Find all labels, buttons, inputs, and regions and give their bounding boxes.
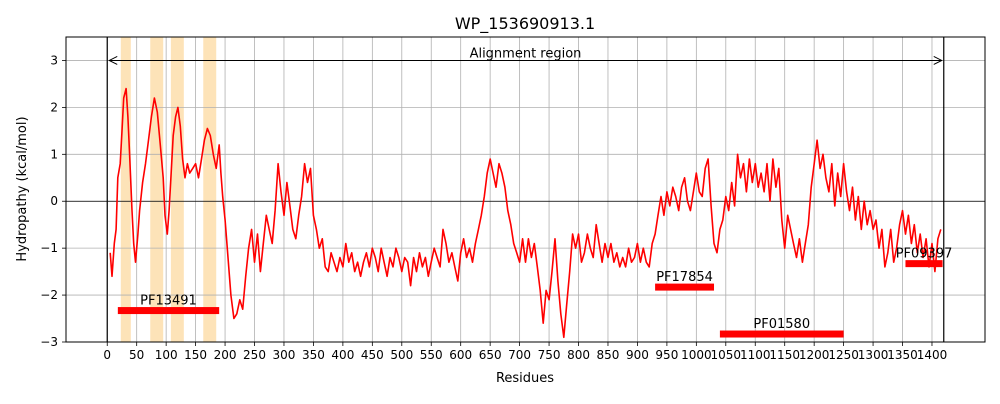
highlight-region bbox=[170, 37, 184, 342]
x-tick-label: 150 bbox=[184, 348, 207, 362]
x-tick-label: 750 bbox=[538, 348, 561, 362]
x-tick-label: 1250 bbox=[828, 348, 859, 362]
axes: 0 50 100 150 200 250 300 350 400 450 500 550 600 650 7… bbox=[40, 36, 986, 362]
x-tick-label: 350 bbox=[302, 348, 325, 362]
domain-bar bbox=[905, 260, 943, 268]
domain-bar bbox=[719, 330, 844, 338]
x-axis-label: Residues bbox=[496, 371, 554, 386]
x-tick-label: 0 bbox=[103, 348, 111, 362]
x-tick-label: 1100 bbox=[740, 348, 771, 362]
y-tick-label: 1 bbox=[50, 147, 58, 161]
x-tick-label: 700 bbox=[508, 348, 531, 362]
domain-label: PF09397 bbox=[896, 247, 953, 262]
x-tick-label: 450 bbox=[361, 348, 384, 362]
x-tick-label: 300 bbox=[273, 348, 296, 362]
series-layer bbox=[109, 87, 942, 339]
domain-bar bbox=[655, 283, 715, 291]
domain-label: PF17854 bbox=[656, 270, 713, 285]
alignment-arrowhead-left bbox=[108, 56, 118, 65]
x-tick-label: 50 bbox=[129, 348, 144, 362]
domain-bar bbox=[117, 307, 220, 315]
plot-frame bbox=[65, 36, 986, 343]
x-tick-label: 400 bbox=[331, 348, 354, 362]
x-tick-label: 600 bbox=[449, 348, 472, 362]
x-tick-label: 100 bbox=[155, 348, 178, 362]
highlight-region bbox=[203, 37, 217, 342]
hydropathy-line bbox=[109, 87, 942, 339]
highlight-region bbox=[120, 37, 131, 342]
x-tick-label: 950 bbox=[655, 348, 678, 362]
alignment-bounds: Alignment region bbox=[106, 37, 945, 342]
y-axis-label: Hydropathy (kcal/mol) bbox=[15, 116, 30, 261]
domain-bars: PF13491 PF17854 PF01580 PF09397 bbox=[117, 247, 953, 338]
x-tick-label: 1400 bbox=[917, 348, 948, 362]
x-tick-label: 650 bbox=[479, 348, 502, 362]
alignment-arrowhead-right bbox=[933, 56, 943, 65]
highlight-region bbox=[150, 37, 164, 342]
y-tick-label: 2 bbox=[50, 100, 58, 114]
x-tick-label: 850 bbox=[597, 348, 620, 362]
x-tick-label: 1000 bbox=[681, 348, 712, 362]
y-tick-label: −2 bbox=[40, 288, 58, 302]
x-tick-label: 800 bbox=[567, 348, 590, 362]
alignment-region-label: Alignment region bbox=[470, 46, 582, 61]
y-tick-label: 0 bbox=[50, 194, 58, 208]
y-tick-label: −3 bbox=[40, 335, 58, 349]
x-tick-label: 1150 bbox=[769, 348, 800, 362]
x-tick-label: 1350 bbox=[887, 348, 918, 362]
x-tick-label: 500 bbox=[390, 348, 413, 362]
x-tick-label: 1300 bbox=[858, 348, 889, 362]
highlighted-regions bbox=[120, 37, 217, 342]
y-tick-label: −1 bbox=[40, 241, 58, 255]
x-tick-label: 900 bbox=[626, 348, 649, 362]
x-tick-label: 250 bbox=[243, 348, 266, 362]
y-tick-label: 3 bbox=[50, 53, 58, 67]
domain-label: PF01580 bbox=[753, 317, 810, 332]
domain-label: PF13491 bbox=[140, 294, 197, 309]
x-tick-label: 1050 bbox=[711, 348, 742, 362]
x-tick-label: 200 bbox=[214, 348, 237, 362]
chart-title: WP_153690913.1 bbox=[455, 14, 595, 34]
x-tick-label: 550 bbox=[420, 348, 443, 362]
x-tick-label: 1200 bbox=[799, 348, 830, 362]
